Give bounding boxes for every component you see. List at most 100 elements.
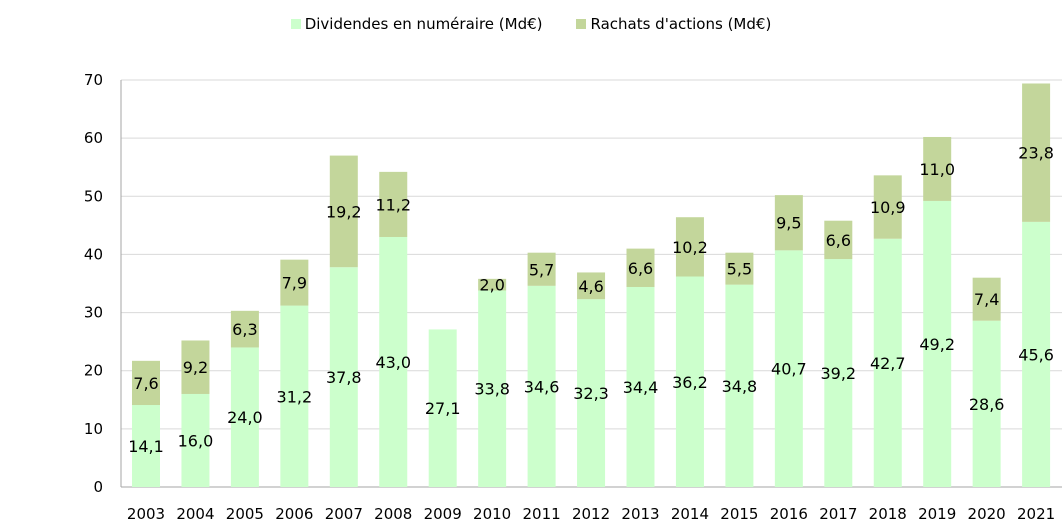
bar-dividends (230, 347, 259, 487)
data-label-dividends: 16,0 (178, 431, 214, 450)
bar-dividends (280, 305, 309, 487)
x-tick-label: 2003 (127, 505, 165, 523)
data-label-dividends: 39,2 (820, 364, 856, 383)
data-label-buybacks: 7,4 (974, 290, 999, 309)
data-label-dividends: 45,6 (1018, 345, 1054, 364)
x-tick-label: 2021 (1017, 505, 1055, 523)
data-label-dividends: 34,6 (524, 377, 560, 396)
x-tick-label: 2019 (918, 505, 956, 523)
data-label-buybacks: 4,6 (578, 277, 603, 296)
data-label-dividends: 49,2 (919, 335, 955, 354)
y-tick-label: 30 (84, 304, 103, 322)
bar-dividends (181, 393, 210, 487)
y-tick-label: 70 (84, 71, 103, 89)
bar-dividends (478, 290, 507, 487)
legend-item-dividends: Dividendes en numéraire (Md€) (290, 15, 542, 33)
bar-dividends (873, 238, 902, 487)
data-label-buybacks: 5,5 (727, 260, 752, 279)
bar-buybacks (379, 171, 408, 237)
bar-dividends (379, 236, 408, 487)
x-tick-label: 2009 (424, 505, 462, 523)
bar-buybacks (824, 220, 853, 260)
x-tick-label: 2014 (671, 505, 709, 523)
legend-swatch-buybacks (576, 19, 587, 29)
bar-dividends (725, 284, 754, 487)
data-label-buybacks: 2,0 (479, 276, 504, 295)
data-label-dividends: 37,8 (326, 368, 362, 387)
bar-dividends (626, 286, 655, 487)
data-label-dividends: 42,7 (870, 354, 906, 373)
x-tick-label: 2004 (176, 505, 214, 523)
x-tick-label: 2006 (275, 505, 313, 523)
data-label-dividends: 28,6 (969, 395, 1005, 414)
data-label-buybacks: 6,6 (628, 259, 653, 278)
x-tick-label: 2011 (523, 505, 561, 523)
data-label-buybacks: 7,9 (282, 274, 307, 293)
data-label-buybacks: 9,2 (183, 358, 208, 377)
data-label-dividends: 36,2 (672, 373, 708, 392)
data-label-dividends: 34,4 (623, 378, 659, 397)
data-label-dividends: 33,8 (474, 380, 510, 399)
y-tick-label: 0 (93, 478, 103, 496)
bar-buybacks (132, 360, 160, 406)
bar-buybacks (725, 252, 754, 285)
bar-dividends (675, 276, 704, 487)
data-label-buybacks: 11,0 (919, 160, 955, 179)
data-label-buybacks: 7,6 (133, 374, 158, 393)
bar-dividends (577, 299, 606, 487)
bar-buybacks (527, 252, 556, 286)
x-tick-label: 2010 (473, 505, 511, 523)
y-tick-label: 60 (84, 129, 103, 147)
y-tick-label: 50 (84, 187, 103, 205)
data-label-dividends: 43,0 (375, 353, 411, 372)
x-tick-label: 2016 (770, 505, 808, 523)
x-tick-label: 2018 (869, 505, 907, 523)
bar-dividends (329, 267, 358, 487)
data-label-dividends: 27,1 (425, 399, 461, 418)
x-tick-label: 2005 (226, 505, 264, 523)
y-tick-label: 10 (84, 420, 103, 438)
x-tick-label: 2015 (720, 505, 758, 523)
bar-buybacks (478, 278, 507, 291)
bar-buybacks (972, 277, 1001, 321)
bar-dividends (923, 200, 952, 488)
x-tick-label: 2008 (374, 505, 412, 523)
data-label-dividends: 34,8 (722, 377, 758, 396)
legend-item-buybacks: Rachats d'actions (Md€) (576, 15, 771, 33)
bar-buybacks (774, 195, 803, 251)
bar-buybacks (577, 272, 606, 300)
legend-swatch-dividends (290, 19, 301, 29)
bar-buybacks (923, 136, 952, 201)
bar-dividends (527, 285, 556, 487)
bar-dividends (824, 259, 853, 487)
bar-buybacks (1022, 83, 1051, 222)
bar-buybacks (675, 217, 704, 277)
x-tick-label: 2017 (819, 505, 857, 523)
legend: Dividendes en numéraire (Md€) Rachats d'… (0, 15, 1062, 33)
data-label-buybacks: 10,2 (672, 238, 708, 257)
bar-buybacks (280, 259, 309, 306)
data-label-buybacks: 23,8 (1018, 144, 1054, 163)
legend-label-buybacks: Rachats d'actions (Md€) (590, 15, 772, 33)
x-tick-label: 2013 (621, 505, 659, 523)
data-label-dividends: 40,7 (771, 360, 807, 379)
bar-dividends (132, 405, 160, 487)
data-label-buybacks: 6,6 (826, 231, 851, 250)
data-label-dividends: 14,1 (128, 437, 164, 456)
x-tick-label: 2020 (968, 505, 1006, 523)
bar-dividends (774, 250, 803, 487)
bar-dividends (1022, 221, 1051, 487)
bar-buybacks (230, 310, 259, 348)
x-tick-label: 2007 (325, 505, 363, 523)
data-label-buybacks: 11,2 (375, 195, 411, 214)
data-label-dividends: 31,2 (277, 387, 313, 406)
data-label-dividends: 24,0 (227, 408, 263, 427)
data-label-buybacks: 9,5 (776, 214, 801, 233)
y-tick-label: 20 (84, 362, 103, 380)
bar-buybacks (329, 155, 358, 268)
y-tick-label: 40 (84, 245, 103, 263)
bar-buybacks (873, 175, 902, 239)
data-label-buybacks: 10,9 (870, 198, 906, 217)
bar-buybacks (181, 340, 210, 394)
